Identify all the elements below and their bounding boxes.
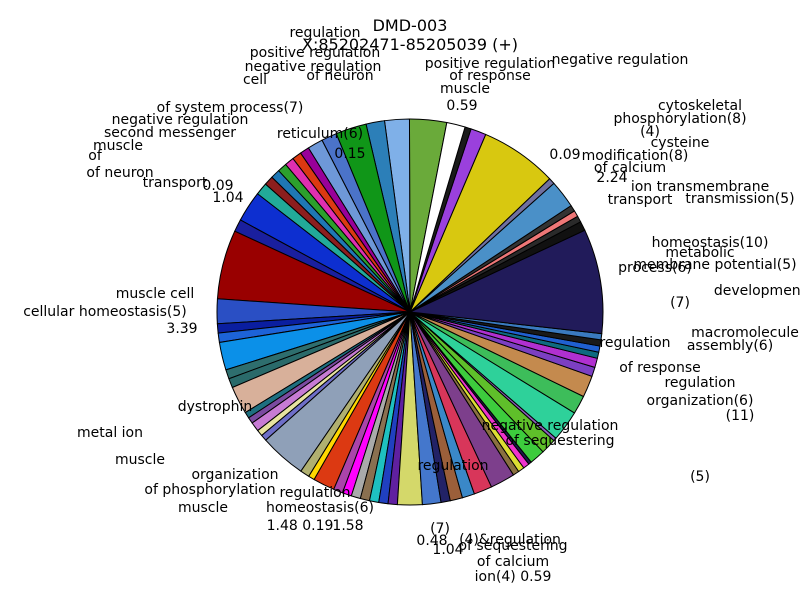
slice-label-27: of calcium <box>594 160 666 176</box>
slice-label-18: muscle <box>440 81 490 97</box>
slice-label-19: 0.59 <box>446 98 477 114</box>
slice-label-30: transport <box>608 192 673 208</box>
slice-label-16: positive regulation <box>425 56 555 72</box>
chart-title-line-2: X:85202471-85205039 (+) <box>302 35 518 54</box>
slice-label-8: reticulum(6) <box>277 126 363 142</box>
slice-label-57: 1.48 0.19 <box>267 518 334 534</box>
slice-label-24: cysteine <box>651 135 710 151</box>
slice-label-41: of response <box>619 360 701 376</box>
slice-label-38: macromolecule <box>691 325 799 341</box>
slice-label-21: cytoskeletal <box>658 98 742 114</box>
slice-label-47: regulation <box>417 458 488 474</box>
slice-label-54: (7) <box>430 521 450 537</box>
slice-label-4: of neuron <box>306 68 373 84</box>
slice-label-67: cellular homeostasis(5) <box>23 304 187 320</box>
slice-label-3: cell <box>243 72 267 88</box>
slice-label-37: (7) <box>670 295 690 311</box>
slice-label-39: assembly(6) <box>687 338 773 354</box>
slice-label-49: (4)&regulation <box>459 532 561 548</box>
slice-label-60: regulation <box>279 485 350 501</box>
slice-label-51: of calcium <box>477 554 549 570</box>
slice-label-42: regulation <box>664 375 735 391</box>
slice-label-22: phosphorylation(8) <box>613 111 746 127</box>
slice-label-61: of phosphorylation <box>144 482 275 498</box>
slice-label-33: membrane potential(5) <box>633 257 796 273</box>
slice-label-56: 1.58 <box>332 518 363 534</box>
slice-label-34: metabolic <box>665 245 734 261</box>
slice-label-28: 2.24 <box>596 170 627 186</box>
slice-label-48: (5) <box>690 469 710 485</box>
slice-label-32: homeostasis(10) <box>652 235 769 251</box>
slice-label-6: negative regulation <box>112 112 249 128</box>
slice-label-58: muscle <box>178 500 228 516</box>
slice-label-31: transmission(5) <box>685 191 794 207</box>
slice-label-23: (4) <box>640 124 660 140</box>
slice-label-29: ion transmembrane <box>631 179 769 195</box>
slice-label-55: 0.48 <box>416 533 447 549</box>
slice-label-25: modification(8) <box>582 148 689 164</box>
slice-label-40: regulation <box>599 335 670 351</box>
slice-label-10: 0.15 <box>334 146 365 162</box>
slice-label-52: ion(4) 0.59 <box>475 569 552 585</box>
slice-label-43: organization(6) <box>647 393 754 409</box>
slice-label-44: (11) <box>726 408 755 424</box>
slice-label-17: of response <box>449 68 531 84</box>
slice-label-65: metal ion <box>77 425 143 441</box>
slice-label-36: development <box>714 283 800 299</box>
slice-label-1: positive regulation <box>250 45 380 61</box>
slice-label-45: negative regulation <box>482 418 619 434</box>
chart-title-line-1: DMD-003 <box>373 16 448 35</box>
pie-slice-72 <box>409 121 466 313</box>
slice-label-14: 0.09 <box>202 178 233 194</box>
slice-label-63: muscle <box>115 452 165 468</box>
slice-label-2: negative regulation <box>245 59 382 75</box>
slice-label-12: of neuron <box>86 165 153 181</box>
slice-label-62: organization <box>191 467 278 483</box>
slice-label-35: process(6) <box>618 260 692 276</box>
slice-label-68: 3.39 <box>166 321 197 337</box>
slice-label-0: regulation <box>289 25 360 41</box>
slice-label-64: dystrophin <box>178 399 253 415</box>
pie-slices <box>216 118 604 506</box>
slice-label-20: negative regulation <box>552 52 689 68</box>
slice-label-59: homeostasis(6) <box>266 500 374 516</box>
slice-label-13: transport <box>143 175 208 191</box>
slice-label-26: 0.09 <box>549 147 580 163</box>
slice-label-7: second messenger <box>104 125 236 141</box>
slice-label-11: of <box>88 148 103 164</box>
slice-label-66: muscle cell <box>116 286 195 302</box>
slice-label-50: of sequestering <box>458 538 567 554</box>
pie-slice-62 <box>408 229 604 335</box>
slice-label-5: of system process(7) <box>157 100 304 116</box>
slice-label-46: of sequestering <box>505 433 614 449</box>
slice-label-53: 1.04 <box>432 542 463 558</box>
slice-label-9: muscle <box>93 138 143 154</box>
slice-label-15: 1.04 <box>212 190 243 206</box>
